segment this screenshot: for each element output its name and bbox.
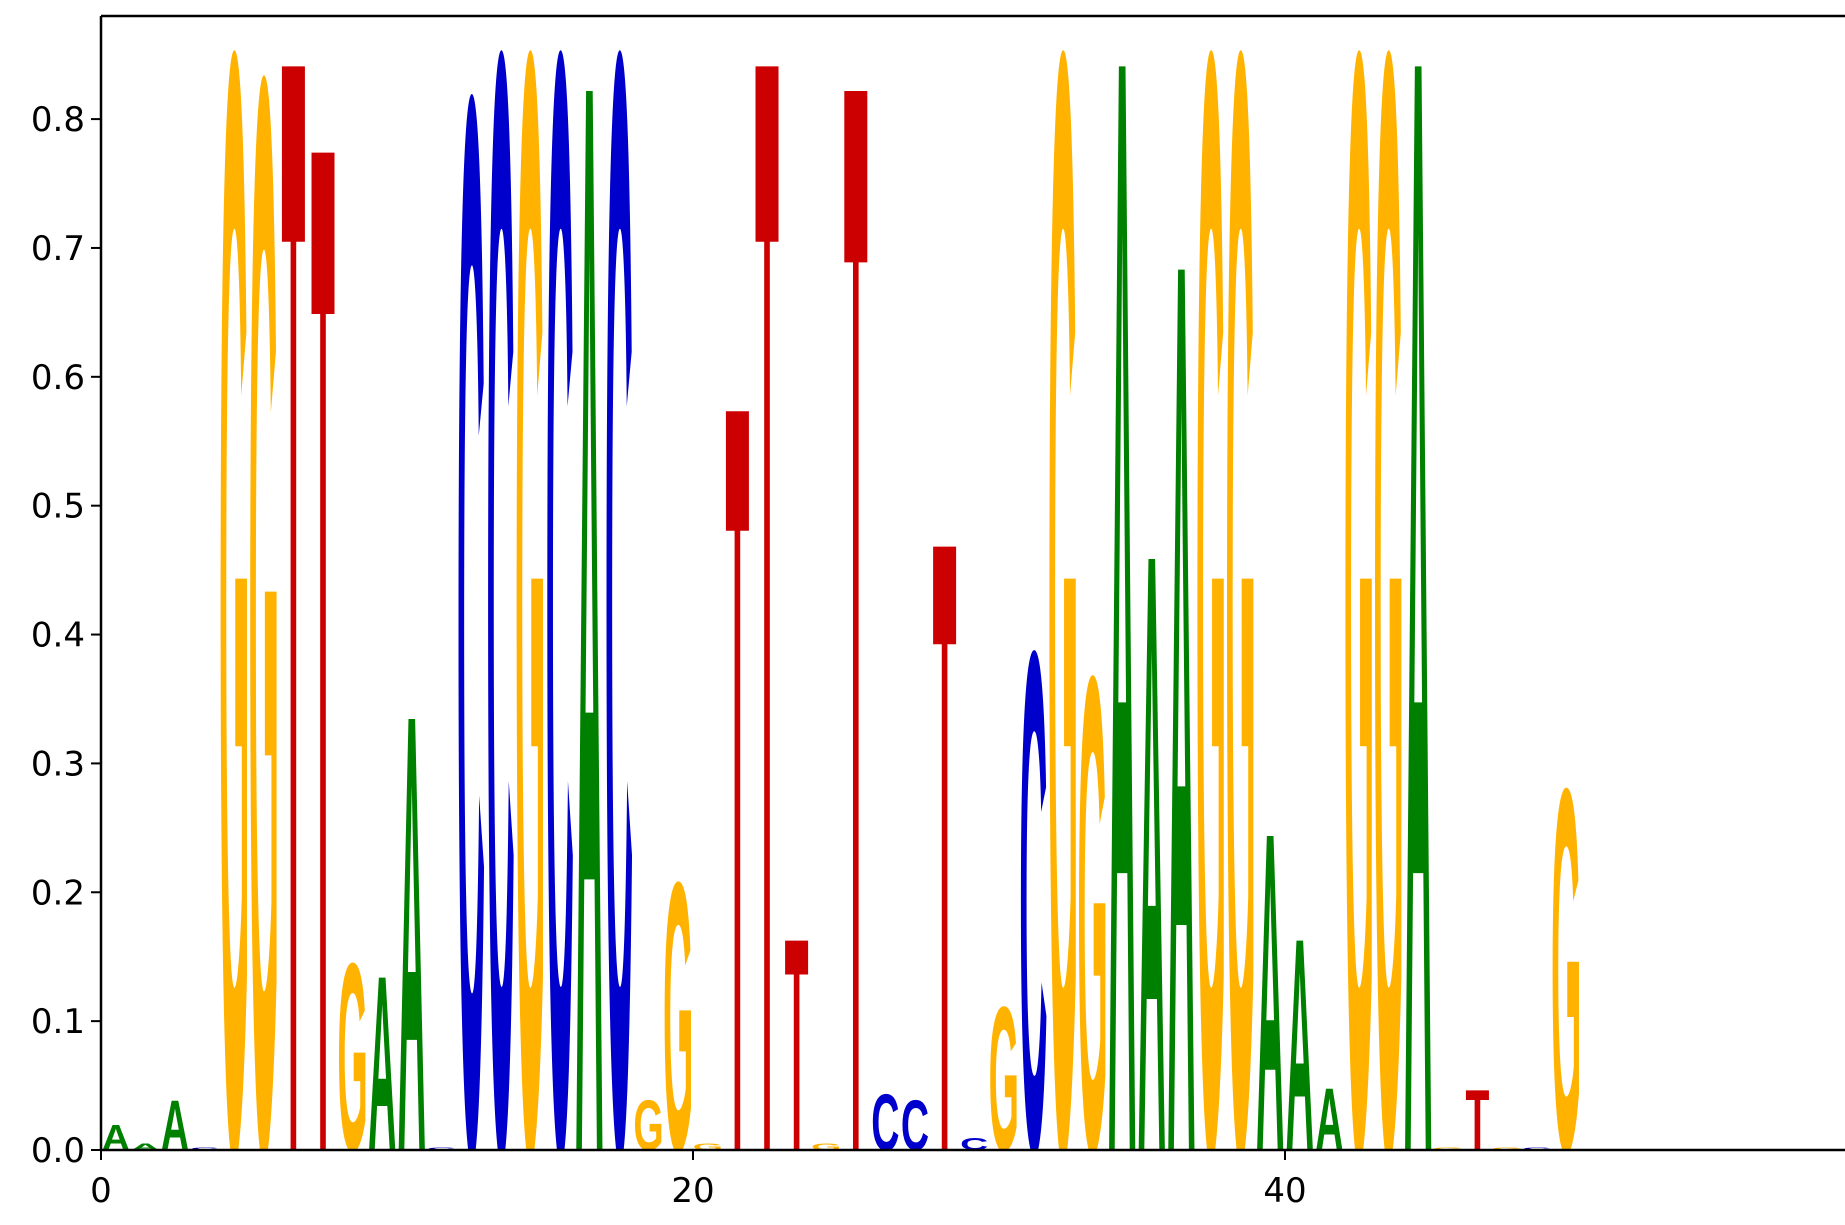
logo-letter-A: A xyxy=(131,1142,159,1152)
axes xyxy=(99,14,1845,1152)
y-tick-label: 0.1 xyxy=(31,1002,85,1042)
logo-letter-T: T xyxy=(281,0,305,1225)
logo-letter-C: C xyxy=(901,1087,929,1166)
logo-letter-G: G xyxy=(633,1087,663,1166)
logo-letter-G: G xyxy=(811,1142,841,1152)
logo-letter-G: G xyxy=(1196,0,1226,1225)
y-tick-label: 0.4 xyxy=(31,616,85,656)
logo-letter-A: A xyxy=(161,1087,189,1166)
logo-letter-A: A xyxy=(1167,0,1195,1225)
logo-letters: AAACGGTTGAACCCGCACGGGTTTGTCCTCGCGGAAAGGA… xyxy=(102,0,1582,1225)
logo-letter-C: C xyxy=(960,1135,988,1154)
y-tick-label: 0.3 xyxy=(31,744,85,784)
logo-letter-G: G xyxy=(1551,680,1581,1225)
logo-letter-T: T xyxy=(311,0,335,1225)
y-tick-label: 0.2 xyxy=(31,873,85,913)
logo-letter-C: C xyxy=(457,0,485,1225)
logo-letter-C: C xyxy=(427,1147,455,1151)
logo-letter-A: A xyxy=(1108,0,1136,1225)
x-tick-label: 0 xyxy=(90,1171,112,1211)
logo-letter-G: G xyxy=(337,906,367,1207)
y-tick-label: 0.0 xyxy=(31,1131,85,1171)
logo-letter-C: C xyxy=(1522,1147,1550,1151)
logo-letter-T: T xyxy=(844,0,868,1225)
logo-letter-G: G xyxy=(663,801,693,1225)
y-tick-label: 0.5 xyxy=(31,487,85,527)
logo-letter-G: G xyxy=(249,0,279,1225)
logo-letter-G: G xyxy=(1433,1147,1463,1151)
logo-letter-C: C xyxy=(871,1079,899,1168)
logo-letter-A: A xyxy=(1404,0,1432,1225)
logo-letter-G: G xyxy=(1048,0,1078,1225)
logo-letter-T: T xyxy=(933,356,957,1225)
logo-letter-C: C xyxy=(190,1147,218,1151)
x-tick-label: 40 xyxy=(1263,1171,1306,1211)
logo-letter-C: C xyxy=(546,0,574,1225)
logo-letter-A: A xyxy=(1315,1068,1343,1169)
logo-letter-G: G xyxy=(1344,0,1374,1225)
logo-letter-T: T xyxy=(725,179,749,1225)
logo-letter-A: A xyxy=(102,1118,130,1158)
logo-letter-G: G xyxy=(219,0,249,1225)
logo-letter-G: G xyxy=(1373,0,1403,1225)
logo-letter-T: T xyxy=(785,875,809,1214)
logo-letter-G: G xyxy=(1225,0,1255,1225)
logo-letter-A: A xyxy=(368,924,396,1203)
logo-letter-C: C xyxy=(486,0,514,1225)
logo-letter-A: A xyxy=(575,0,603,1225)
x-tick-label: 20 xyxy=(671,1171,714,1211)
y-tick-label: 0.7 xyxy=(31,229,85,269)
y-tick-label: 0.6 xyxy=(31,358,85,398)
logo-letter-G: G xyxy=(1492,1147,1522,1151)
logo-letter-C: C xyxy=(605,0,633,1225)
logo-letter-G: G xyxy=(989,965,1019,1194)
logo-letter-G: G xyxy=(693,1142,723,1152)
logo-letter-C: C xyxy=(1019,503,1047,1225)
logo-letter-A: A xyxy=(398,584,426,1225)
logo-letter-T: T xyxy=(1465,1074,1489,1169)
y-tick-label: 0.8 xyxy=(31,100,85,140)
x-axis-ticks: 0 20 40 xyxy=(90,1150,1307,1211)
logo-letter-G: G xyxy=(515,0,545,1225)
logo-letter-A: A xyxy=(1286,875,1314,1214)
logo-letter-A: A xyxy=(1138,373,1166,1225)
logo-letter-G: G xyxy=(1077,536,1107,1225)
logo-letter-A: A xyxy=(1256,737,1284,1225)
logo-letter-T: T xyxy=(755,0,779,1225)
y-axis-ticks: 0.0 0.1 0.2 0.3 0.4 0.5 0.6 0.7 0.8 xyxy=(31,100,101,1171)
